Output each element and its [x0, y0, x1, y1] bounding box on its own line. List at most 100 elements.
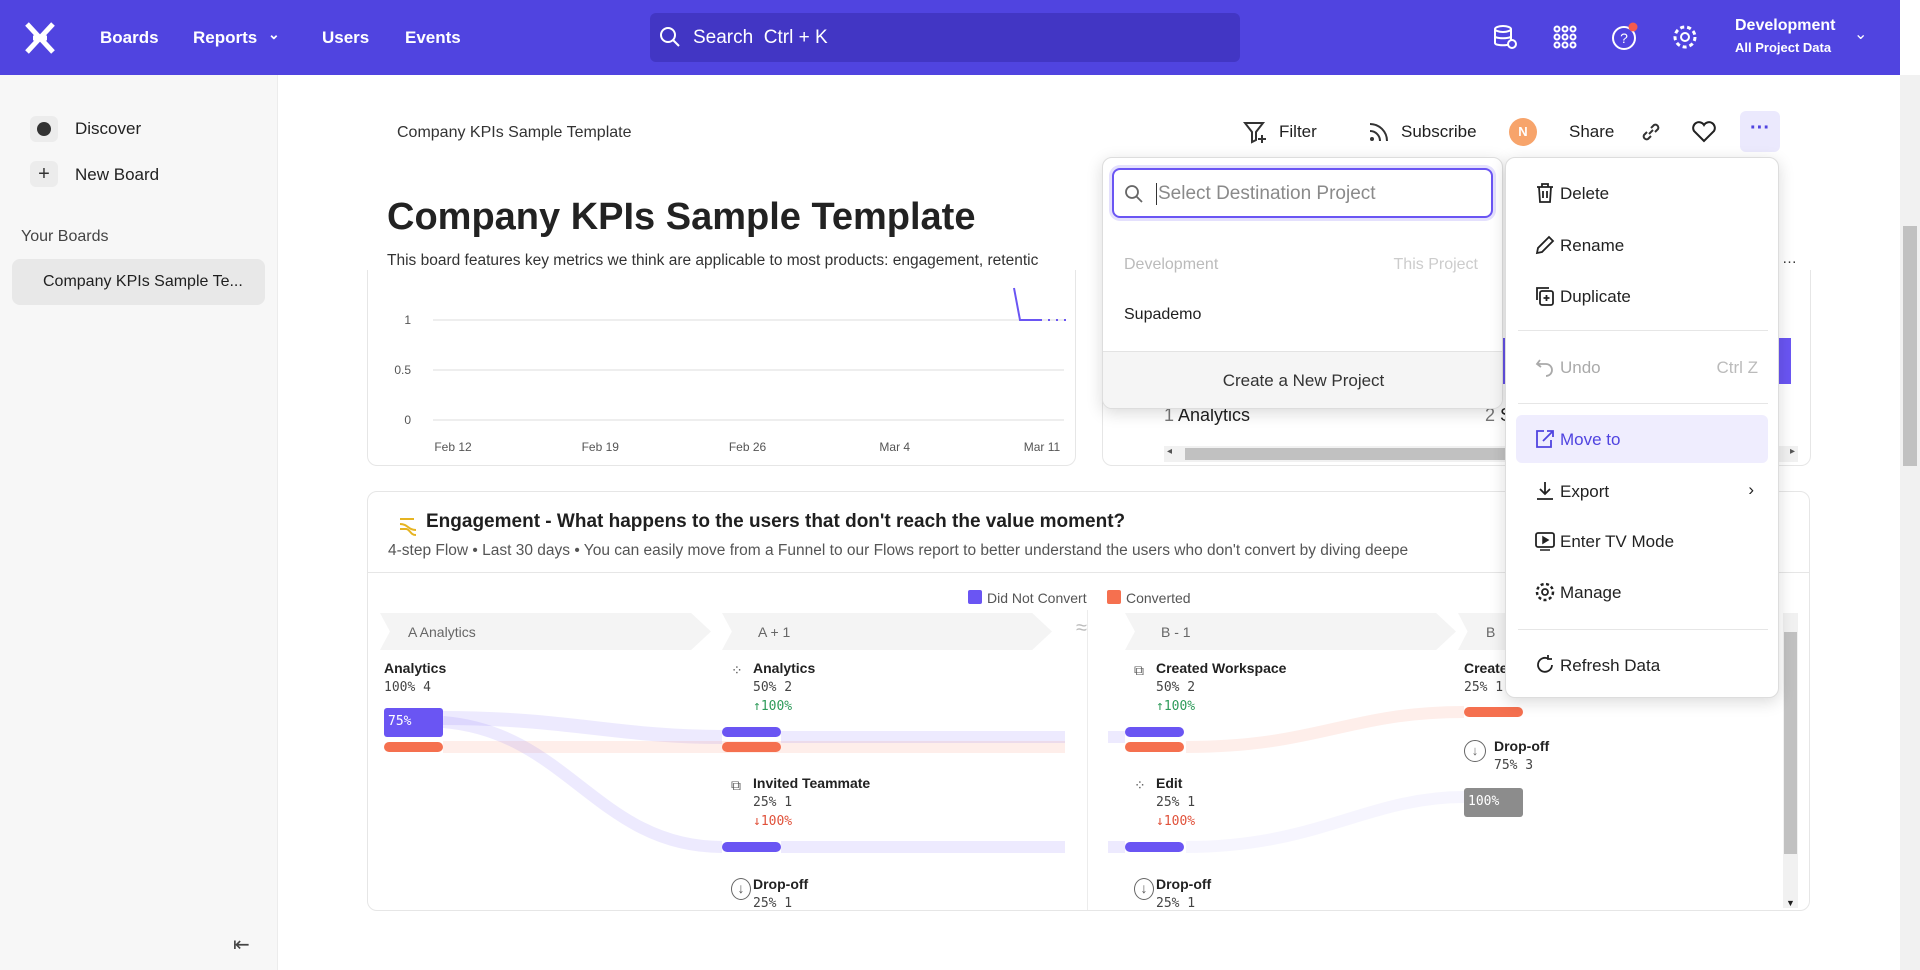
- step-header-a[interactable]: A Analytics: [380, 613, 711, 650]
- project-option-supademo[interactable]: Supademo: [1124, 306, 1202, 323]
- svg-text:?: ?: [1620, 30, 1628, 46]
- flow-node[interactable]: Analytics 100% 4: [384, 660, 447, 695]
- divider: [368, 572, 1809, 573]
- drop-off-icon: ↓: [731, 878, 751, 900]
- flow-node[interactable]: Drop-off 25% 1: [1156, 876, 1212, 911]
- nav-users[interactable]: Users: [322, 28, 370, 47]
- page-scrollbar[interactable]: [1900, 75, 1920, 970]
- series-line: [1013, 287, 1042, 321]
- flow-bar[interactable]: [1125, 842, 1184, 852]
- share-button[interactable]: Share: [1569, 122, 1615, 141]
- input-placeholder: Select Destination Project: [1156, 183, 1376, 205]
- click-icon: ⁘: [1134, 777, 1146, 793]
- create-project-button[interactable]: Create a New Project: [1103, 351, 1502, 408]
- nav-events[interactable]: Events: [405, 28, 461, 47]
- database-icon[interactable]: [1490, 22, 1520, 52]
- flow-bar[interactable]: [1125, 742, 1184, 752]
- chevron-down-icon[interactable]: ⌄: [268, 26, 280, 42]
- flow-node[interactable]: Edit 25% 1 ↓100%: [1156, 775, 1196, 829]
- divider: [1087, 610, 1088, 910]
- y-tick-label: 1: [404, 313, 411, 327]
- menu-item-rename[interactable]: Rename: [1516, 221, 1768, 269]
- more-options-menu: Delete Rename Duplicate Undo Ctrl Z Move …: [1505, 157, 1779, 698]
- flow-bar[interactable]: 75%: [384, 708, 443, 737]
- line-chart-card: 0 0.5 1 Feb 12 Feb 19 Feb 26 Mar 4 Mar 11: [367, 270, 1076, 466]
- flow-node[interactable]: Analytics 50% 2 ↑100%: [753, 660, 816, 714]
- legend-did-not-convert: Did Not Convert: [987, 590, 1087, 606]
- step-header-a-plus-1[interactable]: A + 1: [722, 613, 1052, 650]
- link-icon[interactable]: [1639, 120, 1663, 144]
- y-tick-label: 0: [404, 413, 411, 427]
- this-project-tag: This Project: [1393, 256, 1478, 273]
- click-icon: ⁘: [731, 662, 743, 678]
- search-icon: [660, 27, 680, 47]
- project-subtitle[interactable]: All Project Data: [1735, 40, 1832, 55]
- sidebar-discover[interactable]: Discover: [75, 119, 142, 138]
- logo-icon[interactable]: [24, 22, 56, 54]
- flow-bar[interactable]: [722, 842, 781, 852]
- x-tick-label: Mar 11: [1024, 440, 1061, 454]
- filter-button[interactable]: Filter: [1279, 122, 1317, 141]
- board-description: This board features key metrics we think…: [387, 252, 1039, 269]
- sidebar: [0, 75, 278, 970]
- nav-reports[interactable]: Reports: [193, 28, 258, 47]
- row-label: Analytics: [1178, 405, 1251, 425]
- flow-node[interactable]: Create 25% 1: [1464, 660, 1508, 695]
- menu-item-move-to[interactable]: Move to: [1516, 415, 1768, 463]
- menu-item-refresh[interactable]: Refresh Data: [1516, 641, 1768, 689]
- flow-node[interactable]: Drop-off 25% 1: [753, 876, 809, 911]
- rss-icon[interactable]: [1367, 120, 1391, 144]
- row-index: 2: [1485, 405, 1496, 425]
- legend-converted: Converted: [1126, 590, 1191, 606]
- scrollbar-thumb[interactable]: [1903, 226, 1917, 466]
- subscribe-button[interactable]: Subscribe: [1401, 122, 1477, 141]
- shortcut-label: Ctrl Z: [1716, 358, 1758, 377]
- menu-item-manage[interactable]: Manage: [1516, 568, 1768, 616]
- menu-item-tv-mode[interactable]: Enter TV Mode: [1516, 517, 1768, 565]
- avatar[interactable]: N: [1509, 118, 1537, 146]
- help-icon[interactable]: ?: [1610, 22, 1640, 52]
- flow-bar[interactable]: [722, 727, 781, 737]
- download-icon: [1537, 482, 1553, 500]
- x-tick-label: Feb 26: [729, 440, 767, 454]
- drop-off-icon: ↓: [1464, 740, 1486, 762]
- collapse-sidebar-icon[interactable]: ⇤: [233, 934, 250, 956]
- menu-item-export[interactable]: Export ›: [1516, 467, 1768, 515]
- search-bar[interactable]: Search Ctrl + K: [650, 13, 1240, 62]
- filter-icon[interactable]: [1243, 120, 1269, 144]
- flow-node[interactable]: Drop-off 75% 3: [1494, 738, 1550, 773]
- more-options-button[interactable]: ···: [1740, 111, 1780, 152]
- destination-search-input[interactable]: Select Destination Project: [1112, 168, 1493, 218]
- flow-scrollbar[interactable]: ▼: [1783, 613, 1798, 908]
- sidebar-new-board[interactable]: New Board: [75, 165, 160, 184]
- flow-bar[interactable]: 100%: [1464, 788, 1523, 817]
- gear-icon[interactable]: [1670, 22, 1700, 52]
- flow-bar[interactable]: [1125, 727, 1184, 737]
- menu-item-delete[interactable]: Delete: [1516, 169, 1768, 217]
- apps-grid-icon[interactable]: [1550, 22, 1580, 52]
- nav-boards[interactable]: Boards: [100, 28, 159, 47]
- step-header-b-minus-1[interactable]: B - 1: [1125, 613, 1456, 650]
- chevron-right-icon: ›: [1748, 480, 1754, 499]
- search-placeholder: Search Ctrl + K: [693, 27, 828, 48]
- flow-title[interactable]: Engagement - What happens to the users t…: [426, 511, 1126, 532]
- page-title: Company KPIs Sample Template: [387, 196, 976, 238]
- flow-node[interactable]: Invited Teammate 25% 1 ↓100%: [753, 775, 871, 829]
- flow-bar[interactable]: [1464, 707, 1523, 717]
- gear-icon: [1535, 582, 1555, 602]
- project-name[interactable]: Development: [1735, 17, 1836, 34]
- drop-off-icon: ↓: [1134, 878, 1154, 900]
- row-index: 1: [1164, 405, 1175, 425]
- chevron-down-icon[interactable]: ⌄: [1854, 26, 1868, 43]
- scrollbar-thumb[interactable]: [1185, 448, 1507, 460]
- flow-bar[interactable]: [384, 742, 443, 752]
- copy-icon: ⧉: [731, 777, 741, 793]
- heart-icon[interactable]: [1691, 120, 1717, 144]
- flow-node[interactable]: Created Workspace 50% 2 ↑100%: [1156, 660, 1287, 714]
- undo-icon: [1535, 359, 1553, 377]
- flow-bar[interactable]: [722, 742, 781, 752]
- menu-item-undo[interactable]: Undo Ctrl Z: [1516, 343, 1768, 391]
- flow-links: [442, 706, 1465, 853]
- sidebar-board-item[interactable]: Company KPIs Sample Te...: [12, 259, 265, 305]
- menu-item-duplicate[interactable]: Duplicate: [1516, 272, 1768, 320]
